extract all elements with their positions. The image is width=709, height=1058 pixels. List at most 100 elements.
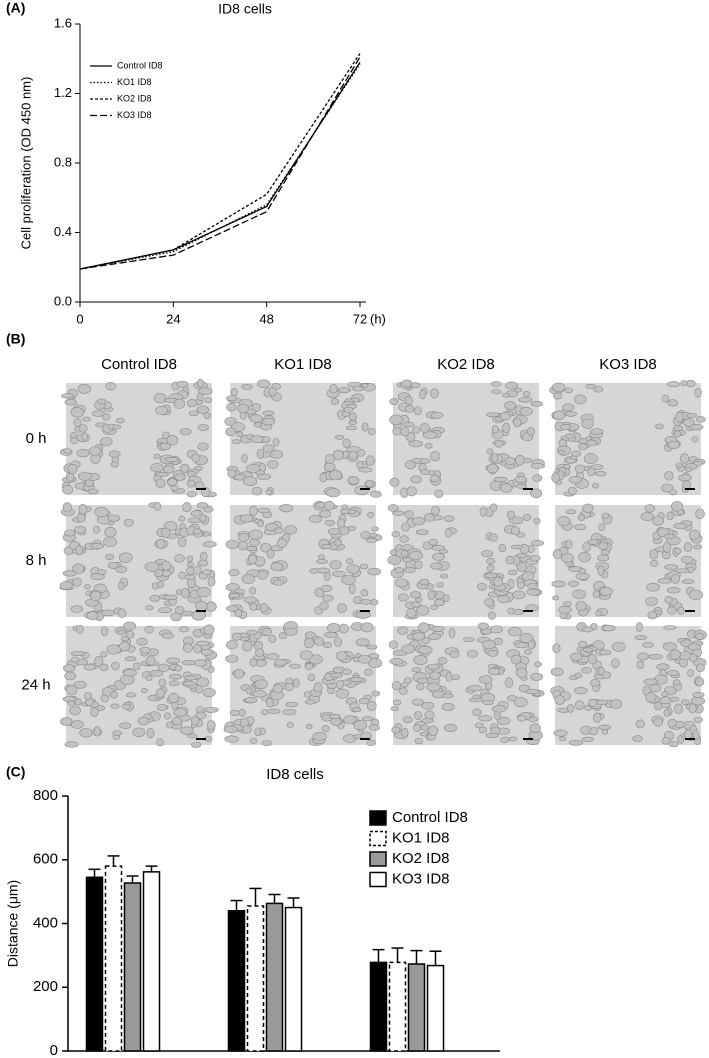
cell [643,678,658,686]
cell [510,526,521,536]
cell [176,380,189,388]
cell [249,737,258,744]
cell [419,423,430,434]
cell [303,637,315,649]
cell [190,510,203,517]
cell [552,410,566,420]
cell [196,677,209,687]
cell [304,663,314,670]
cell [486,463,499,474]
y-tick-label: 1.2 [54,85,72,100]
cell [62,502,72,513]
cell [269,450,284,459]
cell [335,651,348,661]
cell [559,612,567,620]
cell [568,580,580,587]
cell [115,417,125,424]
cell [366,644,378,650]
cell [119,641,130,652]
cell [412,426,420,434]
cell [241,573,255,585]
cell [155,538,166,549]
cell [504,677,514,688]
cell [599,587,613,596]
cell [693,544,703,550]
cell [684,729,692,740]
cell [245,687,253,695]
cell [585,383,596,390]
legend-swatch [369,810,387,826]
cell [667,606,677,615]
column-label: KO2 ID8 [437,356,495,373]
cell [414,560,423,570]
cell [530,463,545,469]
cell [234,609,243,618]
cell [662,542,672,553]
cell [389,477,400,487]
cell [179,428,192,436]
cell [516,553,528,559]
cell [525,689,540,695]
cell [504,381,519,390]
cell [77,383,91,394]
cell [245,545,258,552]
cell [264,523,279,532]
cell [249,505,258,517]
cell [530,488,543,499]
cell [342,668,352,676]
cell [410,475,423,484]
cell [578,640,588,648]
cell [284,525,297,535]
cell [136,637,148,646]
cell [415,597,423,602]
cell [76,449,90,458]
cell [154,569,164,578]
cell [359,698,370,705]
cell [346,564,360,574]
cell [642,642,654,648]
cell [319,601,329,610]
cell [338,623,349,634]
cell [299,650,313,661]
cell [681,699,690,706]
cell [590,464,604,471]
cell [493,576,503,587]
cell [76,624,84,634]
cell [513,417,522,428]
cell [667,670,679,677]
cell [646,582,661,592]
cell [236,431,244,438]
cell [667,719,678,728]
cell [278,632,288,640]
cell [666,381,681,388]
cell [644,504,655,513]
cell [695,632,704,640]
cell [421,701,435,710]
cell [239,514,254,523]
cell [418,645,433,655]
cell [582,542,591,552]
cell [153,453,161,460]
cell [490,381,502,387]
cell [123,518,134,527]
cell [178,571,186,580]
cell [140,687,148,694]
cell [309,568,319,574]
cell [432,552,445,561]
cell [203,412,211,419]
cell [426,682,441,692]
cell [391,726,401,734]
cell [156,704,168,711]
cell [514,642,529,649]
cell [440,573,449,579]
cell [268,634,277,643]
cell [231,439,241,445]
cell [419,578,430,586]
cell [595,610,603,617]
cell [249,414,263,423]
cell [611,658,620,669]
cell [226,395,238,401]
cell [79,728,93,738]
cell [485,412,500,418]
cell [88,446,102,456]
